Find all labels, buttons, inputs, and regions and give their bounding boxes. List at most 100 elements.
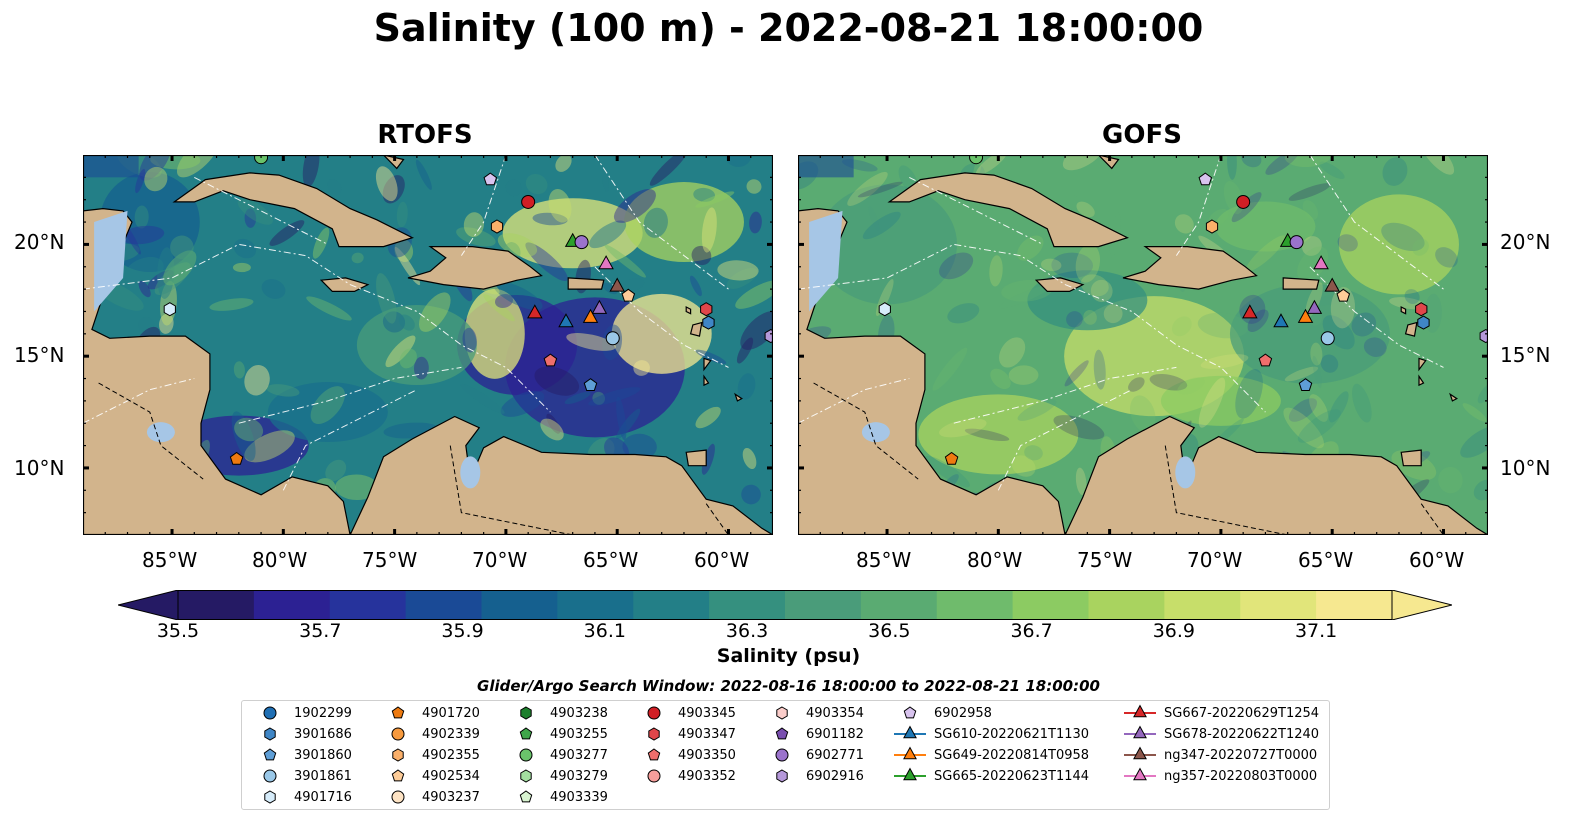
map-marker-SG678-20220622T1240 (1306, 299, 1323, 314)
pentagon-marker-icon (903, 706, 917, 719)
lat-label: 20°N (14, 230, 65, 254)
map-marker-4903345 (521, 194, 536, 209)
map-marker-3901686 (1417, 315, 1430, 330)
lon-label: 80°W (252, 548, 308, 572)
legend-item: 3901686 (252, 724, 352, 744)
lat-label: 20°N (1500, 230, 1551, 254)
map-marker-SG649-20220814T0958 (582, 308, 599, 323)
legend-label: 4903277 (550, 747, 608, 763)
map-marker-ng347-20220727T0000 (1324, 277, 1340, 292)
legend-item: 6902958 (892, 703, 992, 723)
pentagon-marker-icon (391, 706, 405, 719)
lon-label: 75°W (362, 548, 418, 572)
map-marker-4901720 (944, 451, 959, 465)
lon-label: 85°W (142, 548, 198, 572)
map-marker-3901686 (702, 315, 715, 330)
triangle-marker-icon (894, 725, 926, 739)
lon-label: 75°W (1077, 548, 1133, 572)
colorbar-tick-label: 35.5 (156, 620, 200, 642)
map-marker-4903350 (543, 353, 558, 367)
gofs-map (798, 155, 1488, 535)
legend-label: 4903237 (422, 789, 480, 805)
legend-label: 4903350 (678, 747, 736, 763)
legend-item: 6902916 (764, 766, 864, 786)
legend-label: 4903352 (678, 768, 736, 784)
hexagon-marker-icon (520, 706, 532, 720)
map-marker-4902355 (490, 219, 504, 234)
map-marker-SG649-20220814T0958 (1297, 308, 1314, 323)
legend-label: 4903347 (678, 726, 736, 742)
triangle-marker-icon (894, 767, 926, 781)
legend-item: 4902355 (380, 745, 480, 765)
legend-label: 4903354 (806, 705, 864, 721)
colorbar-tick-label: 35.9 (441, 620, 484, 642)
legend-item: 4903279 (508, 766, 608, 786)
hexagon-marker-icon (264, 790, 276, 804)
legend-item: 6902771 (764, 745, 864, 765)
triangle-marker-icon (1124, 704, 1156, 718)
triangle-marker-icon (1124, 767, 1156, 781)
legend-item: ng347-20220727T0000 (1122, 745, 1317, 765)
circle-marker-icon (263, 706, 277, 720)
pentagon-marker-icon (263, 748, 277, 761)
triangle-marker-icon (1124, 725, 1156, 739)
pentagon-marker-icon (647, 748, 661, 761)
legend-label: 6902771 (806, 747, 864, 763)
map-marker-4903277 (969, 155, 984, 165)
map-marker-3901861 (605, 331, 620, 346)
map-marker-SG667-20220629T1254 (1242, 304, 1258, 319)
hexagon-marker-icon (776, 706, 788, 720)
legend-item: SG649-20220814T0958 (892, 745, 1089, 765)
map-marker-6902916 (764, 329, 773, 344)
legend-item: 4903339 (508, 787, 608, 807)
legend-item: 4903350 (636, 745, 736, 765)
legend: 1902299 3901686 3901860 3901861 4901716 49017… (241, 700, 1330, 810)
map-marker-4903277 (254, 155, 269, 165)
figure-title: Salinity (100 m) - 2022-08-21 18:00:00 (373, 6, 1204, 50)
legend-item: 4903277 (508, 745, 608, 765)
map-marker-4903345 (1236, 194, 1251, 209)
map-marker-4903347 (700, 302, 713, 317)
legend-label: 6902916 (806, 768, 864, 784)
triangle-marker-icon (1124, 746, 1156, 760)
pentagon-marker-icon (775, 727, 789, 740)
lon-label: 70°W (1187, 548, 1243, 572)
legend-label: 4903255 (550, 726, 608, 742)
circle-marker-icon (647, 706, 661, 720)
legend-label: SG649-20220814T0958 (934, 747, 1090, 763)
lon-label: 60°W (1409, 548, 1465, 572)
map-marker-SG610-20220621T1130 (1273, 313, 1289, 328)
legend-label: ng357-20220803T0000 (1164, 768, 1318, 784)
legend-item: 4901720 (380, 703, 480, 723)
panel-title-gofs: GOFS (1102, 120, 1182, 150)
legend-item: 4903345 (636, 703, 736, 723)
pentagon-marker-icon (519, 790, 533, 803)
legend-label: 3901861 (294, 768, 352, 784)
legend-label: 3901686 (294, 726, 352, 742)
legend-label: 1902299 (294, 705, 352, 721)
colorbar-tick-label: 35.7 (299, 620, 342, 642)
colorbar-tick-label: 36.3 (725, 620, 769, 642)
legend-label: 6901182 (806, 726, 864, 742)
lon-label: 60°W (694, 548, 750, 572)
pentagon-marker-icon (519, 727, 533, 740)
map-marker-4901716 (878, 302, 891, 317)
legend-item: 1902299 (252, 703, 352, 723)
panel-title-rtofs: RTOFS (377, 120, 473, 150)
map-marker-6902958 (1198, 172, 1213, 186)
map-marker-ng357-20220803T0000 (598, 255, 614, 270)
legend-item: 4903354 (764, 703, 864, 723)
map-marker-6902916 (1479, 329, 1488, 344)
legend-label: 4901716 (294, 789, 352, 805)
legend-item: 4903352 (636, 766, 736, 786)
legend-label: 4903339 (550, 789, 608, 805)
map-marker-SG610-20220621T1130 (558, 313, 574, 328)
circle-marker-icon (391, 790, 405, 804)
legend-item: SG678-20220622T1240 (1122, 724, 1319, 744)
legend-label: 4903345 (678, 705, 736, 721)
map-marker-SG678-20220622T1240 (591, 299, 608, 314)
lat-label: 10°N (1500, 456, 1551, 480)
legend-label: SG667-20220629T1254 (1164, 705, 1320, 721)
legend-label: SG665-20220623T1144 (934, 768, 1090, 784)
circle-marker-icon (647, 769, 661, 783)
